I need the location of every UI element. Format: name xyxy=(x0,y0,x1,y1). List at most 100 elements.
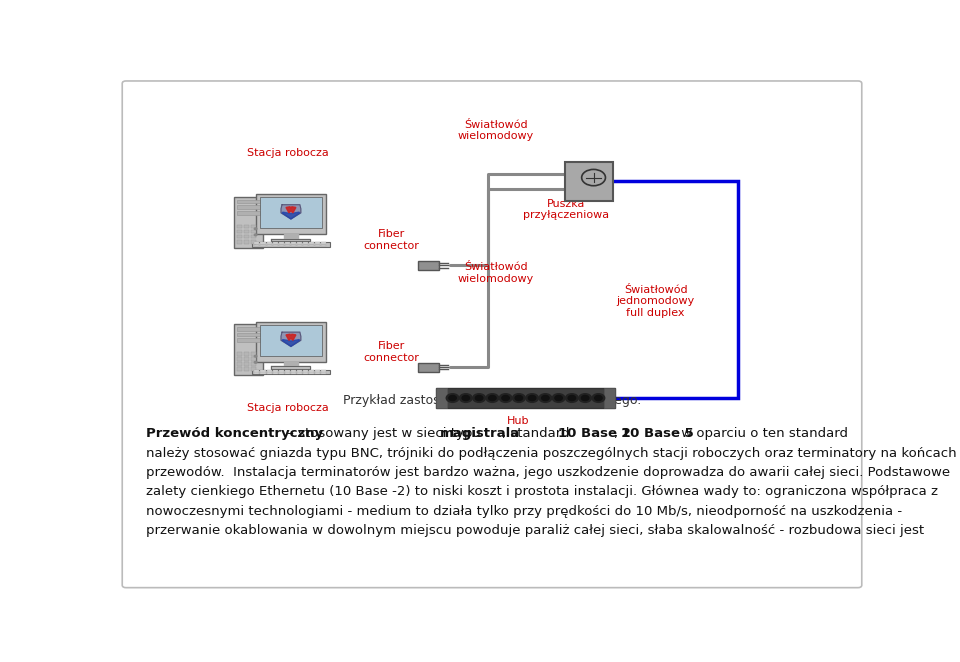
FancyBboxPatch shape xyxy=(321,244,326,246)
Text: przerwanie okablowania w dowolnym miejscu powoduje paraliż całej sieci, słaba sk: przerwanie okablowania w dowolnym miejsc… xyxy=(146,524,924,537)
FancyBboxPatch shape xyxy=(315,370,320,371)
Circle shape xyxy=(541,395,549,401)
FancyBboxPatch shape xyxy=(285,242,290,244)
FancyBboxPatch shape xyxy=(303,370,308,371)
FancyBboxPatch shape xyxy=(605,389,614,408)
Polygon shape xyxy=(272,239,310,241)
Circle shape xyxy=(555,395,563,401)
FancyBboxPatch shape xyxy=(260,370,266,371)
Circle shape xyxy=(460,394,472,402)
FancyBboxPatch shape xyxy=(237,327,260,331)
FancyBboxPatch shape xyxy=(244,240,250,244)
FancyBboxPatch shape xyxy=(252,352,256,355)
FancyBboxPatch shape xyxy=(419,261,439,270)
FancyBboxPatch shape xyxy=(273,370,277,371)
FancyBboxPatch shape xyxy=(234,324,263,375)
Text: Przewód koncentryczny: Przewód koncentryczny xyxy=(146,427,324,440)
FancyBboxPatch shape xyxy=(267,370,272,371)
FancyBboxPatch shape xyxy=(436,389,614,408)
FancyBboxPatch shape xyxy=(309,372,314,373)
FancyBboxPatch shape xyxy=(252,357,256,361)
FancyBboxPatch shape xyxy=(291,242,296,244)
FancyBboxPatch shape xyxy=(273,372,277,373)
Polygon shape xyxy=(286,334,296,340)
FancyBboxPatch shape xyxy=(315,244,320,246)
Polygon shape xyxy=(284,361,298,366)
FancyBboxPatch shape xyxy=(252,369,330,375)
FancyBboxPatch shape xyxy=(285,370,290,371)
FancyBboxPatch shape xyxy=(291,372,296,373)
Circle shape xyxy=(475,395,483,401)
FancyBboxPatch shape xyxy=(237,224,242,228)
Circle shape xyxy=(254,355,257,357)
Circle shape xyxy=(254,228,257,230)
FancyBboxPatch shape xyxy=(303,244,308,246)
Text: Światłowód
jednomodowy
full duplex: Światłowód jednomodowy full duplex xyxy=(616,285,695,318)
Text: 10 Base 5: 10 Base 5 xyxy=(621,427,693,440)
Text: w oparciu o ten standard: w oparciu o ten standard xyxy=(677,427,848,440)
Circle shape xyxy=(472,394,486,402)
FancyBboxPatch shape xyxy=(315,372,320,373)
Circle shape xyxy=(568,395,576,401)
FancyBboxPatch shape xyxy=(252,367,256,371)
FancyBboxPatch shape xyxy=(278,372,284,373)
FancyBboxPatch shape xyxy=(237,338,260,342)
FancyBboxPatch shape xyxy=(237,200,260,203)
FancyBboxPatch shape xyxy=(252,235,256,238)
Circle shape xyxy=(462,395,469,401)
FancyBboxPatch shape xyxy=(237,352,242,355)
FancyBboxPatch shape xyxy=(436,389,446,408)
Circle shape xyxy=(582,395,588,401)
Text: Fiber
connector: Fiber connector xyxy=(364,342,420,363)
Text: ,: , xyxy=(614,427,623,440)
Circle shape xyxy=(502,395,510,401)
Polygon shape xyxy=(284,234,298,239)
Text: należy stosować gniazda typu BNC, trójniki do podłączenia poszczególnych stacji : należy stosować gniazda typu BNC, trójni… xyxy=(146,447,957,459)
FancyBboxPatch shape xyxy=(237,205,260,209)
FancyBboxPatch shape xyxy=(255,195,326,234)
FancyBboxPatch shape xyxy=(309,370,314,371)
FancyBboxPatch shape xyxy=(234,197,263,248)
Circle shape xyxy=(499,394,512,402)
FancyBboxPatch shape xyxy=(122,81,862,588)
FancyBboxPatch shape xyxy=(252,240,256,244)
Circle shape xyxy=(449,395,456,401)
FancyBboxPatch shape xyxy=(237,211,260,214)
Text: Puszka
przyłączeniowa: Puszka przyłączeniowa xyxy=(523,199,610,220)
FancyBboxPatch shape xyxy=(303,242,308,244)
Polygon shape xyxy=(281,332,300,346)
FancyBboxPatch shape xyxy=(303,372,308,373)
Circle shape xyxy=(446,394,459,402)
FancyBboxPatch shape xyxy=(237,235,242,238)
Polygon shape xyxy=(286,207,296,213)
Text: Światłowód
wielomodowy: Światłowód wielomodowy xyxy=(458,262,534,284)
FancyBboxPatch shape xyxy=(285,244,290,246)
Circle shape xyxy=(565,394,578,402)
Circle shape xyxy=(486,394,498,402)
FancyBboxPatch shape xyxy=(244,235,250,238)
Polygon shape xyxy=(281,205,300,219)
Circle shape xyxy=(592,394,605,402)
FancyBboxPatch shape xyxy=(237,367,242,371)
FancyBboxPatch shape xyxy=(244,362,250,366)
Text: , standard: , standard xyxy=(502,427,574,440)
FancyBboxPatch shape xyxy=(419,363,439,372)
FancyBboxPatch shape xyxy=(254,244,259,246)
Circle shape xyxy=(552,394,564,402)
Text: 10 Base 2: 10 Base 2 xyxy=(558,427,631,440)
FancyBboxPatch shape xyxy=(237,240,242,244)
Circle shape xyxy=(513,394,525,402)
FancyBboxPatch shape xyxy=(273,244,277,246)
FancyBboxPatch shape xyxy=(237,362,242,366)
FancyBboxPatch shape xyxy=(297,370,301,371)
Polygon shape xyxy=(282,340,300,346)
FancyBboxPatch shape xyxy=(260,197,322,228)
Text: Hub: Hub xyxy=(507,416,529,426)
Text: zalety cienkiego Ethernetu (10 Base -2) to niski koszt i prostota instalacji. Gł: zalety cienkiego Ethernetu (10 Base -2) … xyxy=(146,485,938,498)
FancyBboxPatch shape xyxy=(252,362,256,366)
Circle shape xyxy=(526,394,539,402)
FancyBboxPatch shape xyxy=(252,230,256,233)
Text: Stacja robocza: Stacja robocza xyxy=(247,148,328,158)
FancyBboxPatch shape xyxy=(273,242,277,244)
Circle shape xyxy=(254,234,257,236)
